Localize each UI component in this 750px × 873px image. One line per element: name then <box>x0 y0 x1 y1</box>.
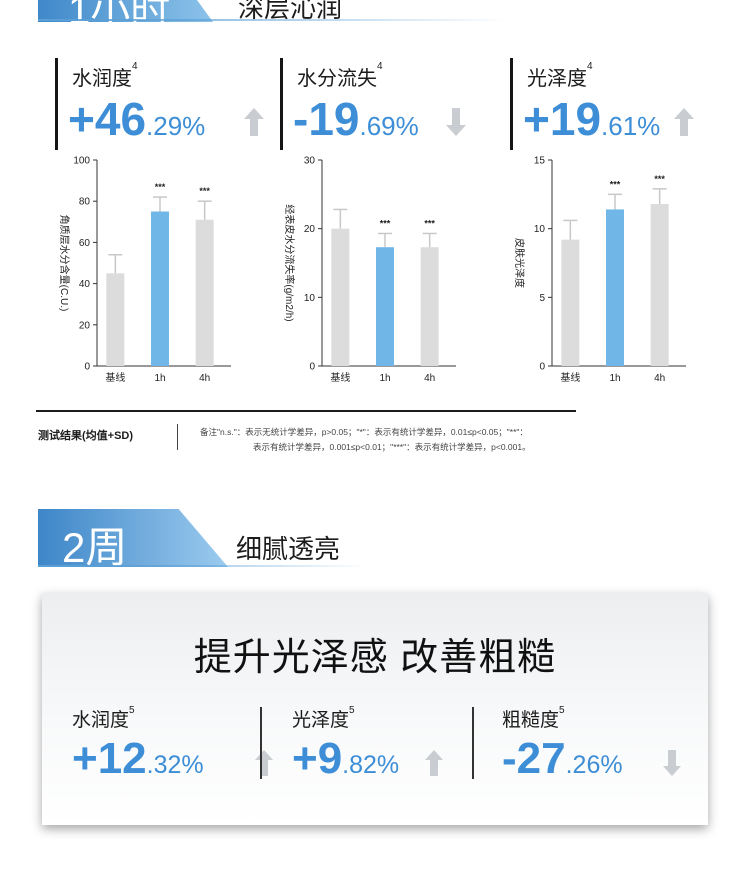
metric-label: 光泽度4 <box>527 61 593 90</box>
bar-基线 <box>331 228 350 366</box>
section1-header: 1小时 深层沁润 <box>38 0 508 23</box>
section1-title: 深层沁润 <box>238 0 343 23</box>
y-tick-label: 5 <box>539 293 545 304</box>
y-tick-label: 10 <box>534 224 546 235</box>
y-tick-label: 15 <box>534 156 546 167</box>
metric-bar <box>280 58 283 150</box>
metric-label: 水润度4 <box>72 61 138 90</box>
bar-4h <box>420 247 439 366</box>
y-axis-label: 皮肤光泽度 <box>513 238 526 288</box>
x-tick-label: 4h <box>424 373 435 384</box>
arrow-up-icon <box>255 750 273 776</box>
metric-water-loss: 水分流失4 -19.69% <box>280 58 500 150</box>
results-card: 提升光泽感 改善粗糙 水润度5 +12.32% 光泽度5 +9.82% 粗糙度5… <box>42 593 708 825</box>
metric-label: 光泽度5 <box>292 705 355 731</box>
section2-header: 2周 细腻透亮 <box>38 509 368 567</box>
y-tick-label: 0 <box>309 362 315 373</box>
y-axis-label: 角质层水分含量(C.U.) <box>58 215 71 312</box>
chart-gloss: 皮肤光泽度 0 5 10 15 基线 *** 1h *** 4h <box>513 156 686 384</box>
bar-基线 <box>106 273 125 366</box>
metric-bar <box>510 58 513 150</box>
footnote-line-2: 表示有统计学差异，0.001≤p<0.01；"***"：表示有统计学差异，p<0… <box>253 442 531 452</box>
section1-tag: 1小时 <box>38 0 213 22</box>
significance-label: *** <box>424 218 435 228</box>
section2-title: 细腻透亮 <box>236 534 341 564</box>
arrow-up-icon <box>425 750 443 776</box>
significance-label: *** <box>155 182 166 192</box>
y-tick-label: 0 <box>84 362 90 373</box>
metric-value: +9.82% <box>292 734 400 783</box>
card-metric-gloss: 光泽度5 +9.82% <box>292 705 502 785</box>
arrow-down-icon <box>446 108 466 136</box>
section2-tag-label: 2周 <box>62 524 128 571</box>
significance-label: *** <box>654 174 665 184</box>
metric-bar <box>55 58 58 150</box>
y-axis-label: 经表皮水分流失率(g/m2/h) <box>283 204 296 321</box>
significance-label: *** <box>380 218 391 228</box>
metric-label: 粗糙度5 <box>502 705 565 731</box>
x-tick-label: 基线 <box>105 371 125 384</box>
y-tick-label: 80 <box>79 197 91 208</box>
y-tick-label: 20 <box>79 320 91 331</box>
metric-gloss: 光泽度4 +19.61% <box>510 58 730 150</box>
x-tick-label: 基线 <box>560 371 580 384</box>
card-separator <box>260 707 262 779</box>
footnote-line-1: 备注"n.s."：表示无统计学差异，p>0.05；"*"：表示有统计学差异，0.… <box>200 427 528 437</box>
x-tick-label: 1h <box>154 373 165 384</box>
metric-value: -27.26% <box>502 734 623 783</box>
x-tick-label: 1h <box>379 373 390 384</box>
arrow-up-icon <box>244 108 264 136</box>
y-tick-label: 40 <box>79 279 91 290</box>
section1-divider <box>38 19 508 21</box>
card-metric-roughness: 粗糙度5 -27.26% <box>502 705 712 785</box>
significance-label: *** <box>610 179 621 189</box>
bar-1h <box>376 247 394 366</box>
significance-label: *** <box>199 186 210 196</box>
bar-4h <box>650 203 669 366</box>
bar-基线 <box>561 239 580 366</box>
chart-water-loss: 经表皮水分流失率(g/m2/h) 0 10 20 30 基线 *** 1h *** 4h <box>283 156 456 384</box>
bar-1h <box>151 211 169 366</box>
y-tick-label: 30 <box>304 156 316 167</box>
section2-divider <box>38 565 368 567</box>
bar-1h <box>606 209 624 366</box>
y-tick-label: 0 <box>539 362 545 373</box>
metric-value: +12.32% <box>72 734 204 783</box>
metric-value: +19.61% <box>523 93 661 145</box>
metric-value: -19.69% <box>293 93 419 145</box>
metric-label: 水分流失4 <box>297 61 383 90</box>
y-tick-label: 10 <box>304 293 316 304</box>
x-tick-label: 4h <box>654 373 665 384</box>
section1-tag-label: 1小时 <box>68 0 171 33</box>
y-tick-label: 60 <box>79 238 91 249</box>
footnote-divider <box>36 410 576 412</box>
section2-tag: 2周 <box>38 509 228 567</box>
arrow-up-icon <box>674 108 694 136</box>
x-tick-label: 1h <box>609 373 620 384</box>
card-headline: 提升光泽感 改善粗糙 <box>193 637 557 679</box>
y-tick-label: 20 <box>304 224 316 235</box>
card-separator <box>472 707 474 779</box>
arrow-down-icon <box>663 750 681 776</box>
chart-hydration: 角质层水分含量(C.U.) 0 20 40 60 80 100 基线 *** 1h *** 4h <box>58 156 231 384</box>
y-tick-label: 100 <box>73 156 90 167</box>
footnote-title: 测试结果(均值+SD) <box>38 430 134 442</box>
x-tick-label: 4h <box>199 373 210 384</box>
metric-value: +46.29% <box>68 93 206 145</box>
metric-hydration: 水润度4 +46.29% <box>55 58 275 150</box>
card-metric-hydration: 水润度5 +12.32% <box>72 705 282 785</box>
x-tick-label: 基线 <box>330 371 350 384</box>
bar-4h <box>195 219 214 366</box>
footnote-separator <box>177 424 178 450</box>
metric-label: 水润度5 <box>72 705 135 731</box>
